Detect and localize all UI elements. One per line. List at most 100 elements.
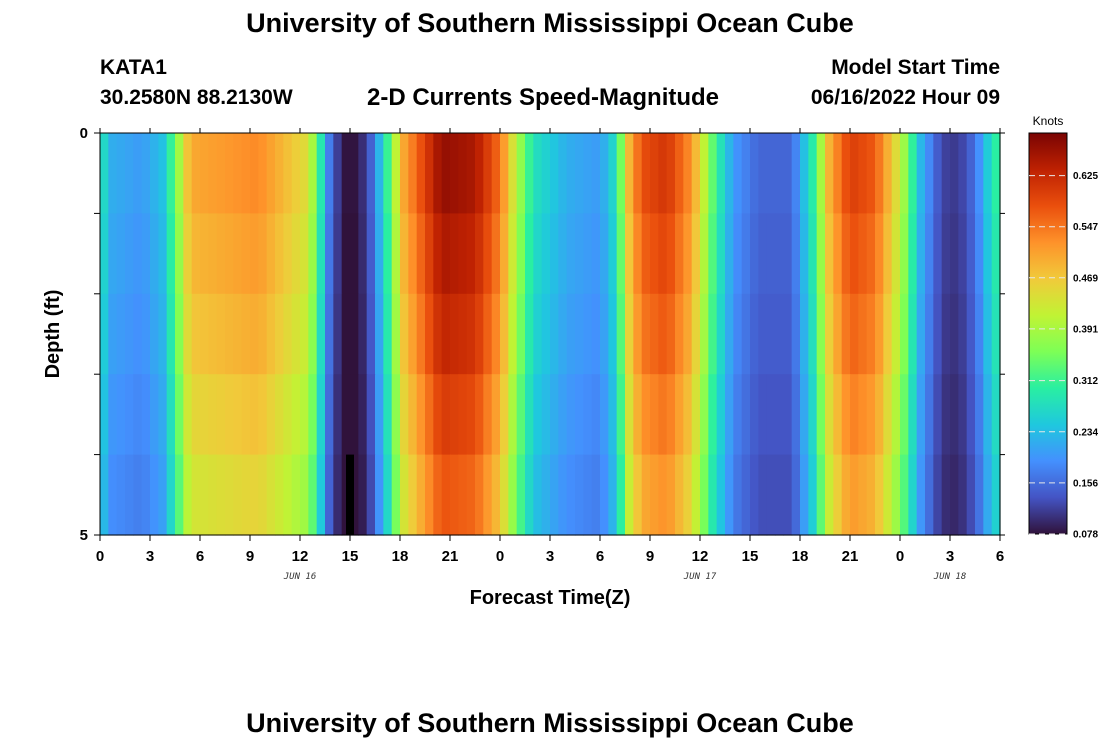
heatmap-cell: [833, 293, 843, 375]
heatmap-cell: [233, 133, 243, 214]
heatmap-cell: [283, 374, 293, 456]
heatmap-cell: [875, 133, 884, 214]
heatmap-cell: [566, 213, 576, 295]
heatmap-cell: [808, 293, 818, 375]
heatmap-cell: [283, 454, 293, 536]
heatmap-cell: [875, 293, 884, 375]
heatmap-cell: [225, 133, 234, 214]
y-axis-title: Depth (ft): [42, 290, 64, 379]
heatmap-cell: [458, 213, 468, 295]
heatmap-cell: [366, 454, 376, 536]
heatmap-cell: [733, 133, 743, 214]
heatmap-cell: [175, 133, 184, 214]
heatmap-cell: [750, 133, 759, 214]
heatmap-cell: [250, 374, 259, 456]
heatmap-cell: [925, 374, 934, 456]
heatmap-cell: [491, 293, 501, 375]
heatmap-cell: [991, 454, 1001, 536]
page-title: University of Southern Mississippi Ocean…: [246, 8, 854, 38]
heatmap-cell: [758, 133, 768, 214]
heatmap-cell: [408, 454, 418, 536]
x-tick-label: 0: [496, 548, 504, 565]
heatmap-cell: [591, 454, 601, 536]
heatmap-cell: [408, 133, 418, 214]
heatmap-cell: [866, 454, 876, 536]
heatmap-cell: [700, 454, 709, 536]
heatmap-cell: [808, 133, 818, 214]
heatmap-cell: [975, 133, 984, 214]
heatmap-cell: [541, 293, 551, 375]
colorbar: [1028, 132, 1068, 535]
heatmap-cell: [741, 454, 751, 536]
heatmap-cell: [450, 454, 459, 536]
heatmap-cell: [908, 213, 918, 295]
heatmap-cell: [266, 133, 276, 214]
heatmap-cell: [433, 454, 443, 536]
heatmap-cell: [208, 133, 218, 214]
heatmap-cell: [725, 133, 734, 214]
heatmap-cell: [200, 293, 209, 375]
heatmap-cell: [466, 213, 476, 295]
heatmap-cell: [483, 293, 493, 375]
heatmap-cell: [725, 454, 734, 536]
heatmap-cell: [516, 133, 526, 214]
heatmap-cell: [675, 133, 684, 214]
heatmap-cell: [683, 293, 693, 375]
heatmap-cell: [783, 133, 793, 214]
heatmap-cell: [408, 213, 418, 295]
heatmap-cell: [616, 374, 626, 456]
heatmap-cell: [791, 213, 801, 295]
heatmap-cell: [150, 374, 159, 456]
heatmap-cell: [350, 293, 359, 375]
heatmap-cell: [666, 454, 676, 536]
heatmap-cell: [508, 133, 518, 214]
heatmap-cell: [425, 454, 434, 536]
chart-subtitle: 2-D Currents Speed-Magnitude: [367, 84, 720, 111]
x-tick-label: 6: [196, 548, 204, 565]
heatmap-cell: [966, 213, 976, 295]
heatmap-cell: [483, 133, 493, 214]
heatmap-cell: [458, 454, 468, 536]
heatmap-cell: [916, 454, 926, 536]
colorbar-tick-label: 0.078: [1073, 530, 1098, 541]
heatmap-cell: [216, 293, 226, 375]
heatmap-cell: [650, 293, 659, 375]
heatmap-cell: [691, 293, 701, 375]
heatmap-cell: [166, 454, 176, 536]
heatmap-cell: [200, 374, 209, 456]
heatmap-cell: [975, 374, 984, 456]
heatmap-cell: [283, 293, 293, 375]
heatmap-cell: [191, 374, 201, 456]
heatmap-cell: [266, 454, 276, 536]
heatmap-cell: [633, 293, 643, 375]
heatmap-cell: [250, 454, 259, 536]
heatmap-cell: [666, 293, 676, 375]
heatmap-cell: [425, 374, 434, 456]
heatmap-cell: [483, 213, 493, 295]
heatmap-cell: [608, 454, 618, 536]
heatmap-cell: [866, 133, 876, 214]
heatmap-cell: [900, 133, 909, 214]
heatmap-cell: [425, 133, 434, 214]
heatmap-cell: [833, 133, 843, 214]
heatmap-cell: [475, 454, 484, 536]
heatmap-cell: [950, 374, 959, 456]
heatmap-cell: [775, 133, 784, 214]
heatmap-cell: [658, 374, 668, 456]
heatmap-cell: [966, 293, 976, 375]
heatmap-cell: [266, 213, 276, 295]
heatmap-cell: [500, 293, 509, 375]
heatmap-cell: [925, 454, 934, 536]
heatmap-cell: [916, 374, 926, 456]
heatmap-cell: [150, 293, 159, 375]
heatmap-cell: [550, 133, 559, 214]
heatmap-cell: [941, 293, 951, 375]
heatmap-cell: [458, 133, 468, 214]
heatmap-cell: [891, 293, 901, 375]
heatmap-cell: [291, 133, 301, 214]
colorbar-tick-label: 0.312: [1073, 376, 1098, 387]
heatmap-cell: [875, 374, 884, 456]
heatmap-cell: [608, 293, 618, 375]
heatmap-cell: [433, 293, 443, 375]
heatmap-cell: [658, 454, 668, 536]
